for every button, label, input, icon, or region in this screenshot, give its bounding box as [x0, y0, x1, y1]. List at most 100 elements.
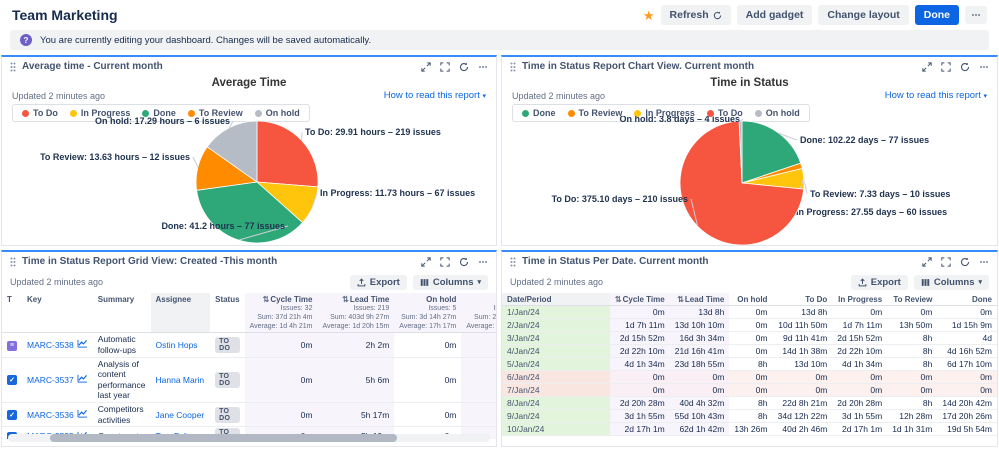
chevron-down-icon: ▾ [983, 93, 987, 100]
favorite-star-icon[interactable]: ★ [643, 9, 655, 22]
refresh-button[interactable] [960, 62, 970, 72]
more-button[interactable] [979, 62, 989, 72]
time-value-cell: 2d 20h 28m [832, 397, 887, 410]
table-row: 8/Jan/242d 20h 28m40d 4h 32m8h22d 8h 21m… [502, 397, 997, 410]
chart-title: Time in Status [502, 77, 997, 89]
expand-button[interactable] [421, 62, 431, 72]
pie-label-in-progress: In Progress: 11.73 hours – 67 issues [320, 188, 475, 198]
pie-label-in-progress: In Progress: 27.55 days – 60 issues [796, 207, 947, 217]
time-value-cell: 0m [729, 384, 772, 397]
chart-title: Average Time [2, 77, 496, 89]
time-value-cell: 2d 20h 28m [610, 397, 670, 410]
time-value-cell: 5h 6m [461, 357, 496, 403]
date-cell: 7/Jan/24 [502, 384, 610, 397]
export-button[interactable]: Export [851, 275, 908, 290]
refresh-button[interactable] [459, 62, 469, 72]
assignee-link[interactable]: Hanna Marin [156, 375, 205, 385]
column-stat-line: Issues: 219 [322, 304, 389, 313]
more-icon [971, 10, 981, 20]
fullscreen-button[interactable] [941, 257, 951, 267]
updated-timestamp: Updated 2 minutes ago [510, 277, 603, 287]
columns-button[interactable]: Columns ▾ [413, 275, 488, 290]
issues-table-container: TKeySummaryAssigneeStatus⇅Cycle TimeIssu… [2, 293, 496, 439]
more-button[interactable] [478, 257, 488, 267]
done-button[interactable]: Done [915, 5, 959, 25]
time-value-cell: 0m [245, 357, 318, 403]
summary-cell: Competitors activities [93, 403, 151, 427]
assignee-cell: Jane Cooper [151, 403, 211, 427]
refresh-button[interactable] [960, 257, 970, 267]
dashboard-toolbar: Team Marketing ★ Refresh Add gadget Chan… [0, 0, 999, 28]
fullscreen-button[interactable] [941, 62, 951, 72]
column-header-lead-time[interactable]: ⇅Lead TimeIssues: 219Sum: 403d 9h 27mAve… [317, 293, 394, 333]
time-value-cell: 0m [245, 403, 318, 427]
horizontal-scrollbar-thumb[interactable] [50, 434, 397, 442]
how-to-read-link[interactable]: How to read this report ▾ [384, 90, 486, 101]
time-value-cell: 13d 10m [772, 358, 832, 371]
column-header-cycle-time[interactable]: ⇅Cycle TimeIssues: 32Sum: 37d 21h 4mAver… [245, 293, 318, 333]
expand-button[interactable] [922, 257, 932, 267]
time-value-cell: 4d 16h 52m [937, 345, 997, 358]
column-header-cycle-time[interactable]: ⇅Cycle Time [610, 293, 670, 306]
assignee-link[interactable]: Jane Cooper [156, 410, 205, 420]
column-stat-line: Average: 17h 17m [399, 322, 456, 331]
drag-handle-icon[interactable] [510, 257, 516, 267]
time-value-cell: 0m [670, 371, 730, 384]
refresh-button[interactable]: Refresh [661, 5, 731, 25]
drag-handle-icon[interactable] [10, 257, 16, 267]
table-row: 1/Jan/240m13d 8h0m13d 8h0m0m0m [502, 306, 997, 319]
column-header-done: Done [937, 293, 997, 306]
export-button-label: Export [370, 277, 400, 288]
time-value-cell: 4d [937, 332, 997, 345]
column-stats: Issues: 5Sum: 3d 14h 27mAverage: 17h 17m [399, 304, 456, 331]
column-header-label: ⇅Lead Time [322, 295, 389, 304]
time-value-cell: 23d 18h 55m [670, 358, 730, 371]
column-header-t: T [2, 293, 22, 333]
how-to-read-link[interactable]: How to read this report ▾ [885, 90, 987, 101]
drag-handle-icon[interactable] [510, 62, 516, 72]
time-value-cell: 21d 16h 41m [670, 345, 730, 358]
columns-button[interactable]: Columns ▾ [914, 275, 989, 290]
time-value-cell: 0m [832, 371, 887, 384]
add-gadget-button[interactable]: Add gadget [737, 5, 813, 25]
date-cell: 8/Jan/24 [502, 397, 610, 410]
time-value-cell: 40d 2h 46m [772, 423, 832, 436]
time-value-cell: 0m [937, 306, 997, 319]
time-value-cell: 0m [394, 333, 461, 357]
time-value-cell: 1d 1h 31m [887, 423, 937, 436]
time-value-cell: 0m [610, 371, 670, 384]
time-value-cell: 5h 17m [317, 403, 394, 427]
change-layout-button[interactable]: Change layout [818, 5, 908, 25]
column-header-key: Key [22, 293, 93, 333]
column-header-on-hold: On holdIssues: 5Sum: 3d 14h 27mAverage: … [394, 293, 461, 333]
time-value-cell: 0m [610, 384, 670, 397]
updated-timestamp: Updated 2 minutes ago [10, 277, 103, 287]
more-actions-button[interactable] [965, 6, 987, 24]
chevron-down-icon: ▾ [978, 278, 982, 286]
more-button[interactable] [979, 257, 989, 267]
assignee-cell: Hanna Marin [151, 357, 211, 403]
assignee-link[interactable]: Ostin Hops [156, 340, 198, 350]
issue-key-link[interactable]: MARC-3538 [27, 340, 74, 350]
date-cell: 2/Jan/24 [502, 319, 610, 332]
column-header-lead-time[interactable]: ⇅Lead Time [670, 293, 730, 306]
table-header-row: TKeySummaryAssigneeStatus⇅Cycle TimeIssu… [2, 293, 496, 333]
time-value-cell: 0m [937, 384, 997, 397]
fullscreen-button[interactable] [440, 62, 450, 72]
fullscreen-icon [440, 257, 450, 267]
issue-key-link[interactable]: MARC-3537 [27, 375, 74, 385]
fullscreen-button[interactable] [440, 257, 450, 267]
time-value-cell: 0m [245, 333, 318, 357]
more-button[interactable] [478, 62, 488, 72]
issue-type-cell: ≡ [2, 333, 22, 357]
issue-key-link[interactable]: MARC-3536 [27, 410, 74, 420]
issue-type-cell: ✓ [2, 357, 22, 403]
export-button[interactable]: Export [350, 275, 407, 290]
expand-button[interactable] [922, 62, 932, 72]
expand-button[interactable] [421, 257, 431, 267]
more-icon [979, 257, 989, 267]
time-value-cell: 13d 10h 10m [670, 319, 730, 332]
refresh-button[interactable] [459, 257, 469, 267]
drag-handle-icon[interactable] [10, 62, 16, 72]
table-row: 6/Jan/240m0m0m0m0m0m0m [502, 371, 997, 384]
